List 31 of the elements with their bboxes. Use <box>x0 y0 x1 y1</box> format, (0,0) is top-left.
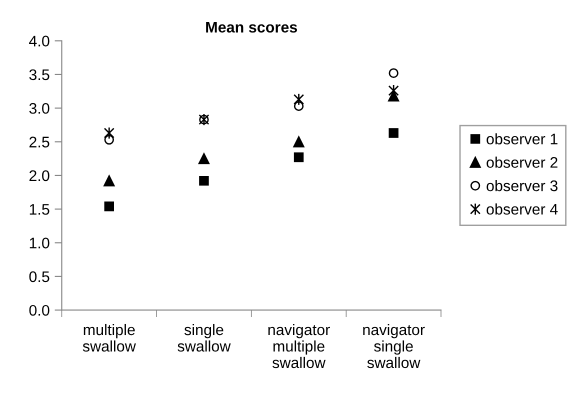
point <box>293 136 304 148</box>
y-tick-label: 1.5 <box>30 204 50 215</box>
y-tick-label: 3.0 <box>29 102 50 114</box>
point <box>104 126 114 140</box>
x-tick-label: navigator multiple swallow <box>268 324 330 368</box>
legend-label: observer 4 <box>486 203 558 215</box>
point <box>294 152 304 162</box>
y-tick-label: 1.0 <box>30 238 50 248</box>
x-tick-label: single swallow <box>178 324 231 352</box>
chart-title: Mean scores <box>206 22 298 33</box>
point <box>293 93 304 106</box>
point <box>388 128 398 138</box>
x-tick-label: multiple swallow <box>82 324 136 352</box>
point <box>104 134 114 145</box>
point <box>104 175 115 186</box>
x-tick-label: navigator single swallow <box>363 324 425 368</box>
point <box>388 84 399 97</box>
point <box>294 101 304 111</box>
y-tick-label: 2.0 <box>29 170 50 182</box>
legend-label: observer 2 <box>486 156 558 168</box>
point <box>388 68 398 78</box>
y-tick-label: 4.0 <box>29 36 50 46</box>
y-tick-label: 2.5 <box>29 136 50 148</box>
legend-label: observer 3 <box>486 180 558 192</box>
point <box>199 176 209 186</box>
y-tick-label: 3.5 <box>29 69 50 80</box>
y-tick-label: 0.5 <box>29 271 50 282</box>
y-tick-label: 0.0 <box>29 304 50 316</box>
legend-label: observer 1 <box>486 133 558 144</box>
point <box>198 153 210 164</box>
point <box>104 202 114 212</box>
